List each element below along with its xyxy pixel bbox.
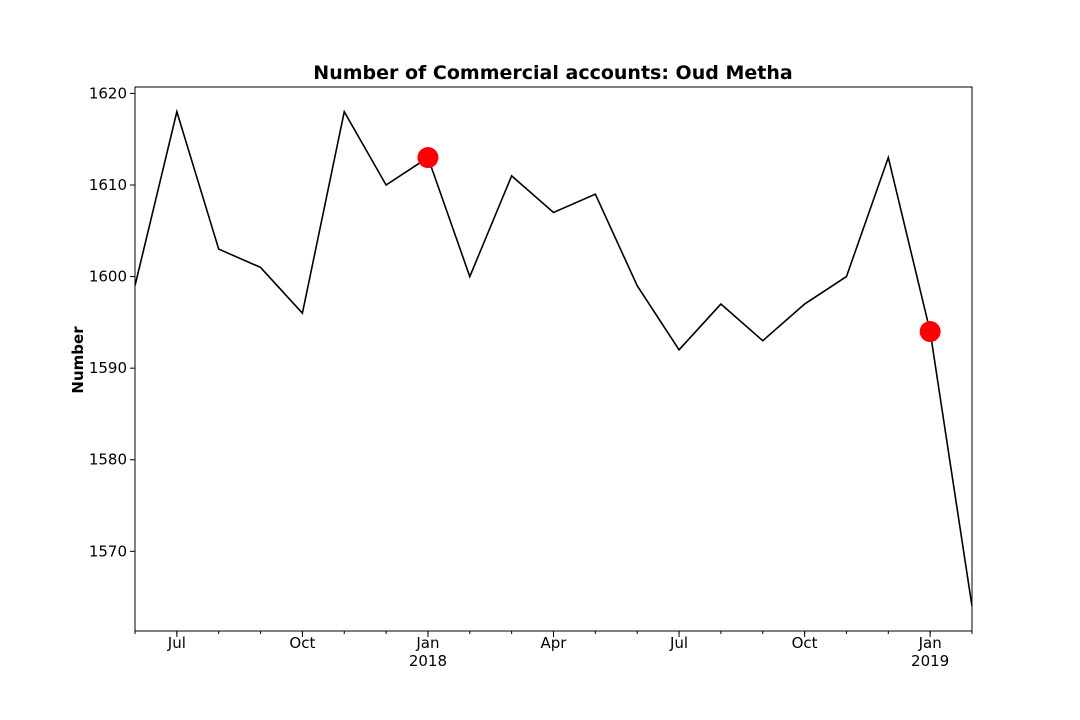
x-tick-label: Jan — [918, 634, 942, 652]
x-tick-year-label: 2018 — [409, 652, 447, 670]
highlight-point — [417, 147, 439, 169]
y-tick-label: 1620 — [89, 84, 127, 102]
x-tick-label: Jul — [669, 634, 688, 652]
plot-frame — [134, 86, 973, 632]
y-axis: 1570 1580 1590 1600 1610 1620 — [89, 84, 135, 560]
y-tick-label: 1580 — [89, 451, 127, 469]
x-tick-label: Jan — [415, 634, 439, 652]
x-tick-year-label: 2019 — [911, 652, 949, 670]
x-tick-label: Oct — [289, 634, 315, 652]
x-tick-label: Oct — [792, 634, 818, 652]
x-tick-label: Jul — [167, 634, 186, 652]
plot-area — [135, 108, 972, 607]
y-tick-label: 1590 — [89, 359, 127, 377]
y-tick-label: 1610 — [89, 176, 127, 194]
series-line — [135, 108, 972, 607]
x-tick-label: Apr — [541, 634, 568, 652]
chart-title: Number of Commercial accounts: Oud Metha — [313, 62, 792, 84]
y-tick-label: 1600 — [89, 268, 127, 286]
y-axis-label: Number — [69, 326, 87, 394]
y-tick-label: 1570 — [89, 542, 127, 560]
highlight-point — [919, 321, 941, 343]
